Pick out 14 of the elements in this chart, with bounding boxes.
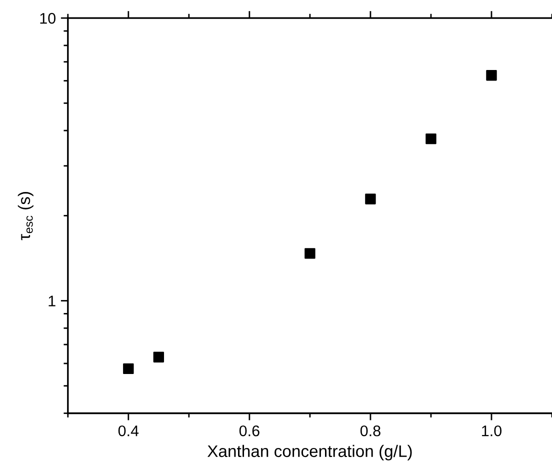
x-tick-label: 0.8 bbox=[360, 425, 380, 436]
x-tick-label: 1.0 bbox=[482, 425, 502, 436]
point bbox=[426, 133, 436, 144]
point bbox=[486, 70, 497, 81]
x-tick-label: 0.4 bbox=[118, 425, 139, 436]
y-tick-label: 10 bbox=[40, 12, 56, 24]
y-tick-label: 1 bbox=[48, 296, 56, 306]
y-axis-title: τ$_{esc}$ (s) bbox=[18, 192, 34, 240]
x-tick-label: 0.6 bbox=[239, 425, 260, 436]
point bbox=[365, 194, 376, 204]
point bbox=[304, 248, 316, 259]
point bbox=[123, 363, 134, 374]
point bbox=[153, 352, 164, 362]
x-axis-title: Xanthan concentration (g/L) bbox=[207, 444, 412, 460]
